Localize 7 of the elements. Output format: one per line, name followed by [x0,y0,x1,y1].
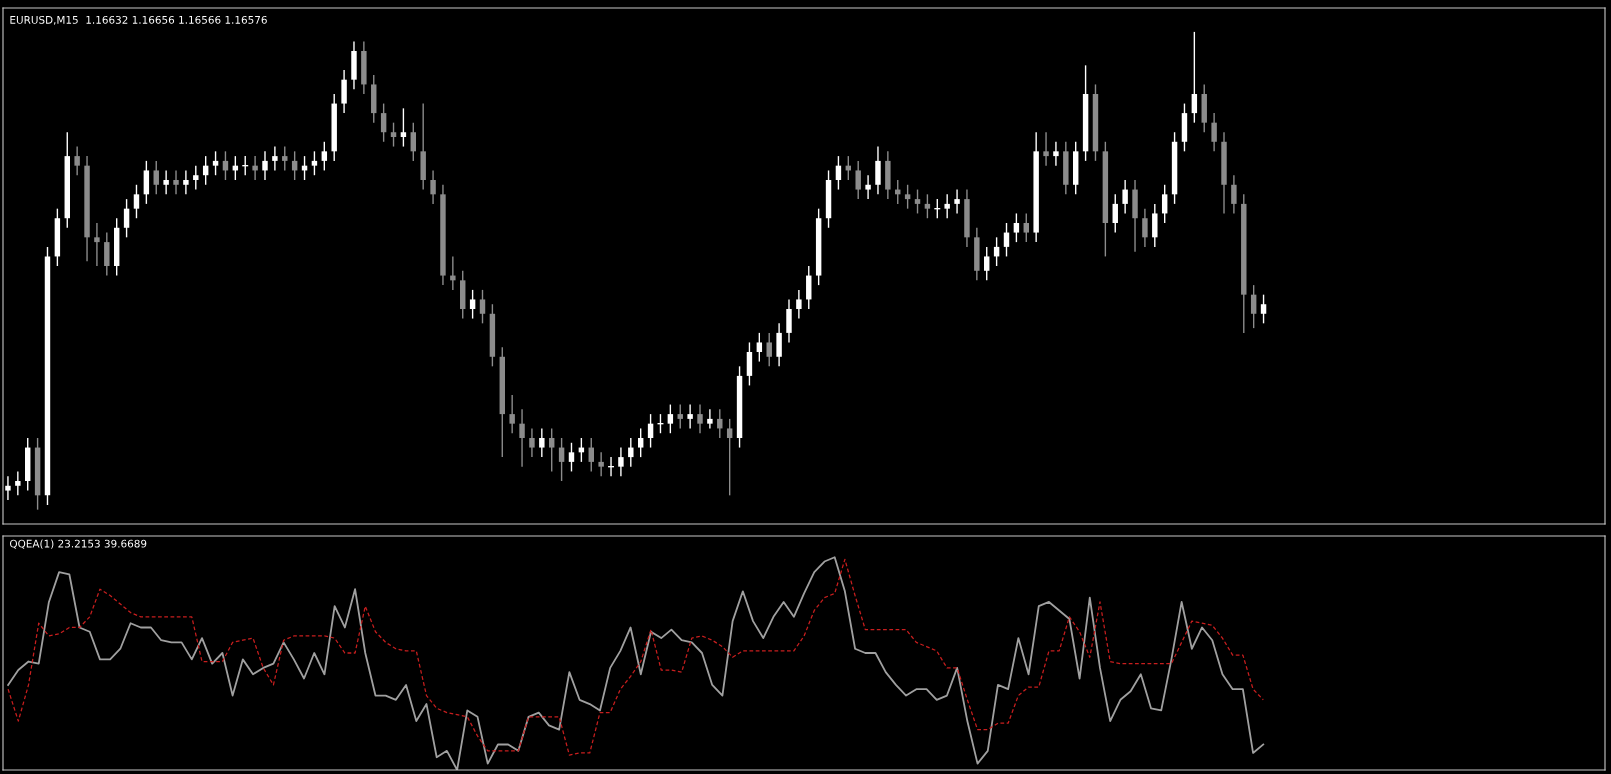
chart-title: QQEA(1) 23.2153 39.6689 [9,539,147,549]
chart-title: EURUSD,M15 1.16632 1.16656 1.16566 1.16576 [10,15,267,25]
candlestick [766,332,772,368]
candlestick [855,160,861,200]
candlestick [193,164,199,191]
candlestick [331,93,337,162]
candlestick [1152,203,1158,248]
